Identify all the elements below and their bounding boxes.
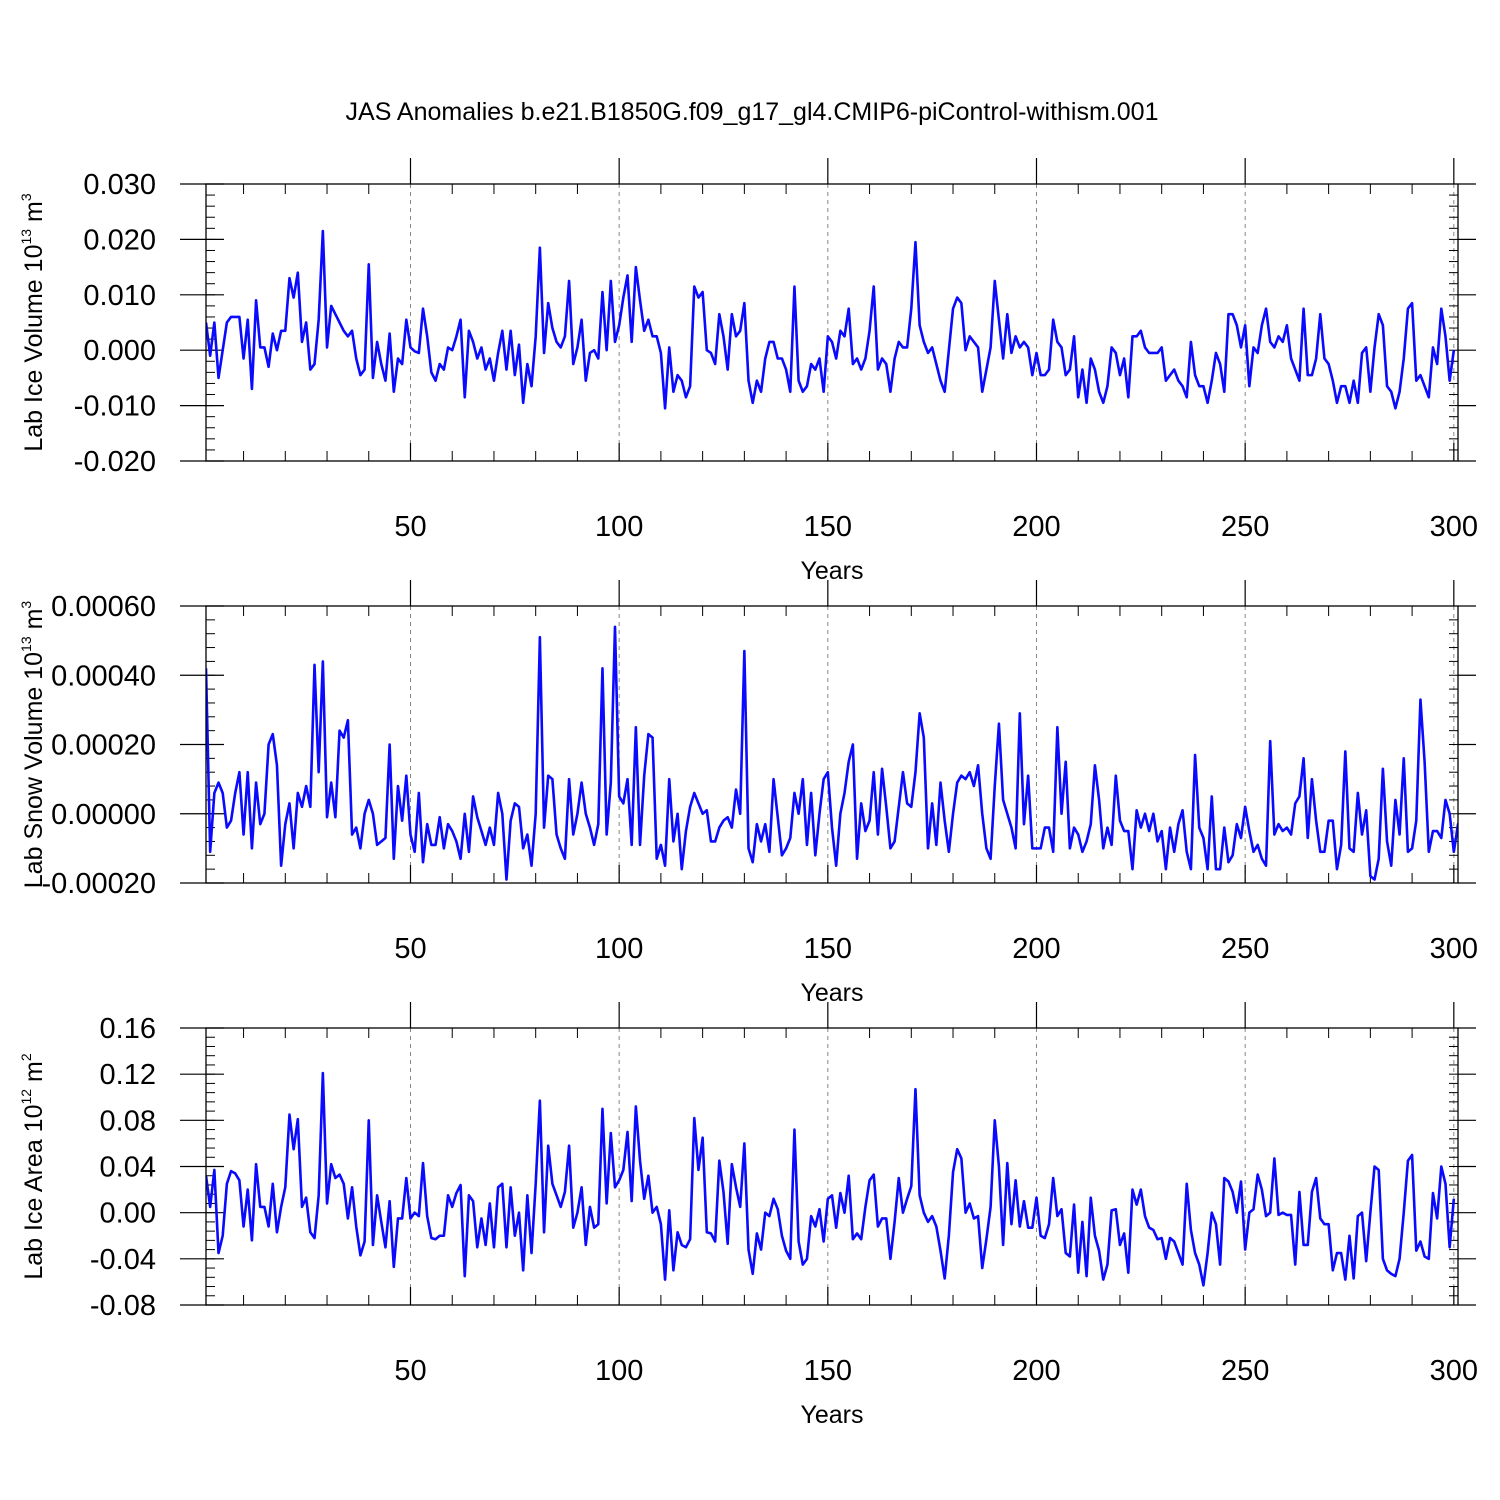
y-label-unit-exponent: 2 [18, 1053, 34, 1061]
plot-frame [205, 605, 1459, 884]
y-tick-label: 0.000 [83, 335, 156, 367]
y-tick-label: 0.08 [100, 1105, 156, 1137]
panel-lab-ice-area: -0.08 -0.04 0.00 0.04 0.08 0.12 0.16 50 100 150 20… [18, 1002, 1478, 1429]
x-tick-label: 150 [804, 933, 852, 965]
y-tick-label: 0.030 [83, 169, 156, 201]
x-tick-label: 300 [1430, 511, 1478, 543]
y-tick-label: 0.16 [100, 1013, 156, 1045]
x-tick-label: 50 [394, 511, 426, 543]
figure-title: JAS Anomalies b.e21.B1850G.f09_g17_gl4.C… [346, 98, 1159, 126]
plot-frame [205, 183, 1459, 462]
x-tick-label: 300 [1430, 933, 1478, 965]
x-tick-label: 250 [1221, 511, 1269, 543]
y-axis-label: Lab Snow Volume 1013 m3 [18, 601, 48, 889]
plot-frame [205, 1027, 1459, 1306]
y-label-main: Lab Snow Volume 10 [20, 652, 48, 888]
x-tick-label: 200 [1012, 511, 1060, 543]
y-tick-label: 0.00060 [51, 591, 156, 623]
y-tick-label: 0.00020 [51, 730, 156, 762]
x-tick-label: 100 [595, 933, 643, 965]
series-line [206, 229, 1456, 410]
y-tick-label: -0.00020 [42, 868, 157, 900]
x-tick-label: 50 [394, 933, 426, 965]
y-axis-label: Lab Ice Volume 1013 m3 [18, 193, 48, 451]
y-label-unit: m [20, 201, 48, 229]
y-tick-label: 0.00000 [51, 799, 156, 831]
y-label-unit-exponent: 3 [18, 193, 34, 201]
x-tick-label: 150 [804, 511, 852, 543]
y-tick-label: -0.010 [74, 391, 156, 423]
y-label-exponent: 13 [18, 636, 34, 652]
y-tick-label: -0.08 [90, 1290, 156, 1322]
x-tick-label: 250 [1221, 1355, 1269, 1387]
x-tick-label: 200 [1012, 933, 1060, 965]
y-tick-label: 0.12 [100, 1059, 156, 1091]
x-tick-label: 300 [1430, 1355, 1478, 1387]
y-label-exponent: 13 [18, 229, 34, 245]
y-tick-label: 0.04 [100, 1152, 156, 1184]
y-label-exponent: 12 [18, 1089, 34, 1105]
y-tick-label: 0.00 [100, 1198, 156, 1230]
y-label-unit: m [20, 1061, 48, 1089]
y-axis-label: Lab Ice Area 1012 m2 [18, 1053, 48, 1280]
y-tick-label: 0.00040 [51, 660, 156, 692]
y-tick-label: 0.010 [83, 280, 156, 312]
x-axis-label: Years [800, 979, 863, 1007]
x-tick-label: 100 [595, 511, 643, 543]
series-line [206, 1071, 1456, 1287]
y-tick-label: 0.020 [83, 224, 156, 256]
x-tick-label: 250 [1221, 933, 1269, 965]
x-tick-label: 150 [804, 1355, 852, 1387]
panels: -0.020 -0.010 0.000 0.010 0.020 0.030 50 100 150… [18, 158, 1478, 1429]
y-label-unit-exponent: 3 [18, 601, 34, 609]
x-axis-label: Years [800, 557, 863, 585]
y-label-main: Lab Ice Area 10 [20, 1105, 48, 1280]
panel-lab-ice-volume: -0.020 -0.010 0.000 0.010 0.020 0.030 50 100 150… [18, 158, 1478, 585]
x-tick-label: 100 [595, 1355, 643, 1387]
x-axis-label: Years [800, 1401, 863, 1429]
y-tick-label: -0.020 [74, 446, 156, 478]
y-label-unit: m [20, 609, 48, 637]
series-line [206, 625, 1458, 881]
x-tick-label: 50 [394, 1355, 426, 1387]
x-tick-label: 200 [1012, 1355, 1060, 1387]
y-tick-label: -0.04 [90, 1244, 156, 1276]
y-label-main: Lab Ice Volume 10 [20, 245, 48, 452]
panel-lab-snow-volume: -0.00020 0.00000 0.00020 0.00040 0.00060 50 10… [18, 580, 1478, 1007]
